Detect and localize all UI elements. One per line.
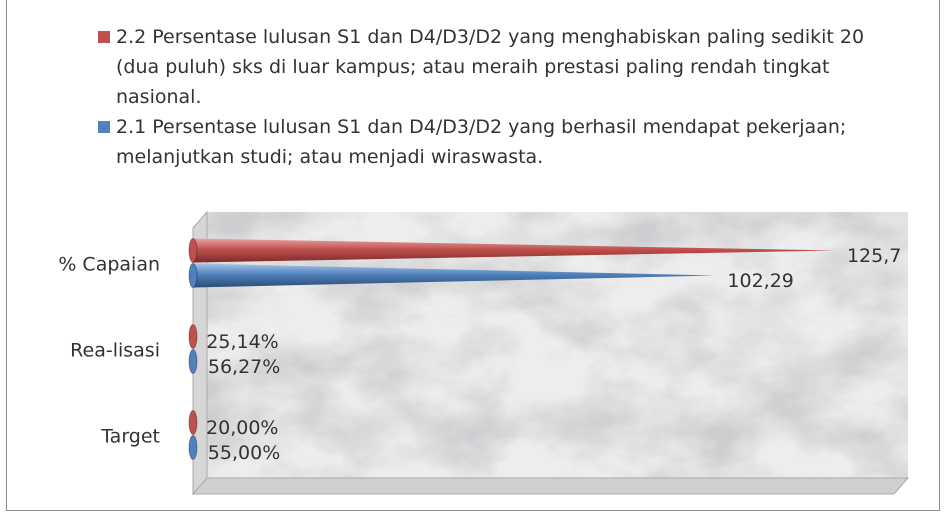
legend: 2.2 Persentase lulusan S1 dan D4/D3/D2 y… — [98, 22, 898, 172]
legend-swatch — [98, 121, 110, 133]
legend-label: 2.2 Persentase lulusan S1 dan D4/D3/D2 y… — [116, 26, 865, 108]
legend-item: 2.2 Persentase lulusan S1 dan D4/D3/D2 y… — [98, 22, 898, 112]
bar-base — [188, 349, 198, 374]
bar — [193, 238, 835, 263]
y-tick-label: Rea-lisasi — [70, 340, 160, 362]
bar-base — [188, 324, 198, 349]
y-tick-label: Target — [100, 426, 160, 448]
bar-base — [188, 410, 198, 435]
data-label: 56,27% — [208, 356, 280, 378]
data-label: 20,00% — [206, 417, 278, 439]
floor — [191, 477, 910, 495]
bar — [193, 263, 716, 288]
data-label: 102,29 — [727, 270, 793, 292]
bar-base — [188, 263, 198, 288]
legend-label: 2.1 Persentase lulusan S1 dan D4/D3/D2 y… — [116, 116, 847, 168]
bar-base — [188, 238, 198, 263]
data-label: 125,7 — [847, 245, 901, 267]
data-label: 55,00% — [208, 442, 280, 464]
legend-swatch — [98, 31, 110, 43]
y-tick-label: % Capaian — [58, 254, 160, 276]
bar-base — [188, 435, 198, 460]
frame — [6, 0, 940, 511]
data-label: 25,14% — [206, 331, 278, 353]
legend-item: 2.1 Persentase lulusan S1 dan D4/D3/D2 y… — [98, 112, 898, 172]
